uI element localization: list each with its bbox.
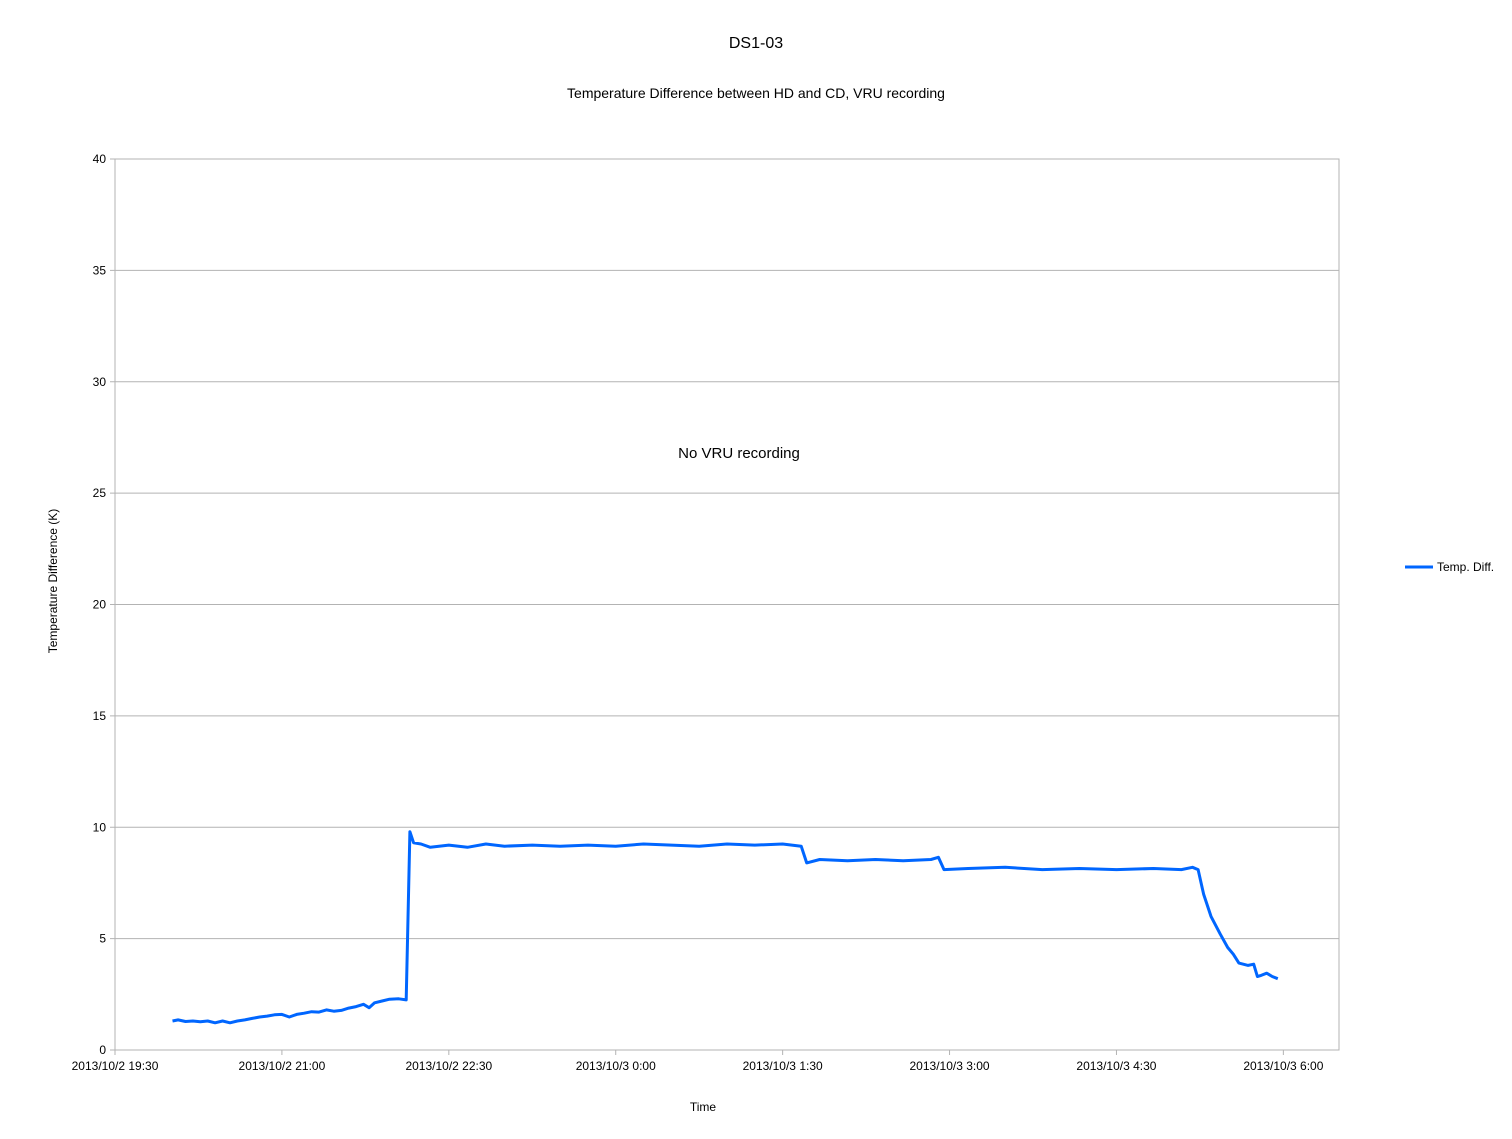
y-tick-label: 10 (93, 820, 107, 834)
annotation-no-vru: No VRU recording (678, 445, 800, 462)
x-tick-label: 2013/10/3 3:00 (910, 1059, 990, 1073)
y-tick-label: 20 (93, 598, 107, 612)
x-tick-label: 2013/10/3 0:00 (576, 1059, 656, 1073)
x-tick-label: 2013/10/2 19:30 (72, 1059, 159, 1073)
x-tick-label: 2013/10/2 21:00 (239, 1059, 326, 1073)
y-tick-label: 35 (93, 263, 107, 277)
chart-subtitle: Temperature Difference between HD and CD… (567, 85, 945, 101)
x-tick-label: 2013/10/3 4:30 (1076, 1059, 1156, 1073)
legend-label: Temp. Diff. (1437, 560, 1494, 574)
x-tick-label: 2013/10/3 6:00 (1243, 1059, 1323, 1073)
y-axis: 0 5 10 15 20 25 30 35 40 (93, 152, 115, 1057)
x-axis: 2013/10/2 19:30 2013/10/2 21:00 2013/10/2 … (72, 1050, 1324, 1073)
y-axis-label: Temperature Difference (K) (46, 509, 60, 654)
y-tick-label: 40 (93, 152, 107, 166)
y-tick-label: 25 (93, 486, 107, 500)
y-tick-label: 30 (93, 375, 107, 389)
gridlines (115, 158, 1339, 1051)
x-axis-label: Time (690, 1100, 717, 1114)
y-tick-label: 15 (93, 709, 107, 723)
y-tick-label: 0 (99, 1043, 106, 1057)
series-line-temp-diff (172, 830, 1279, 1025)
x-tick-label: 2013/10/3 1:30 (743, 1059, 823, 1073)
y-tick-label: 5 (99, 932, 106, 946)
chart-title: DS1-03 (729, 35, 783, 52)
legend: Temp. Diff. (1405, 560, 1494, 574)
x-tick-label: 2013/10/2 22:30 (405, 1059, 492, 1073)
